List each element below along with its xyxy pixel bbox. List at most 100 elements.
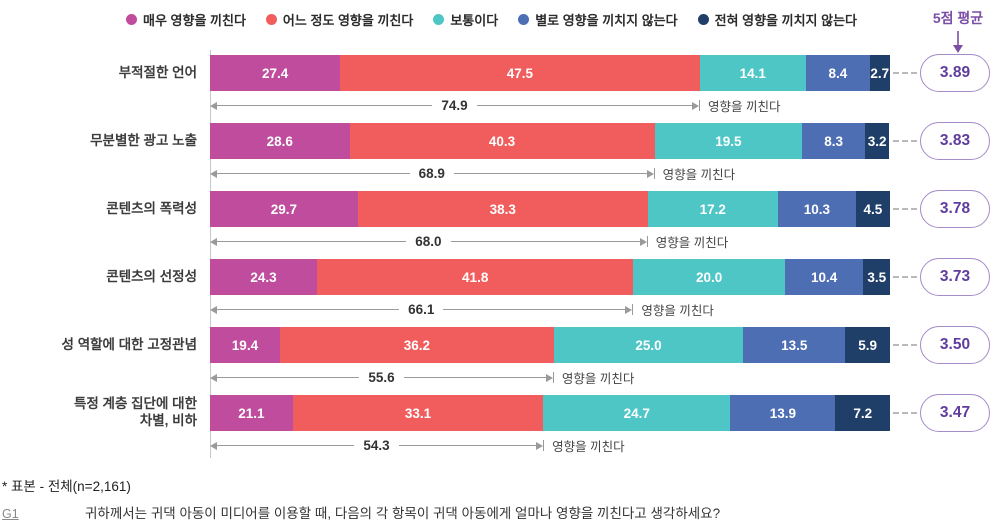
influence-sum-label: 영향을 끼친다 [561,372,635,386]
segment-value: 41.8 [462,269,489,285]
end-tick [632,304,634,315]
influence-sum-line: 74.9 [210,98,700,113]
legend-item: 매우 영향을 끼친다 [126,10,246,29]
influence-sum-label: 영향을 끼친다 [708,100,781,114]
influence-sum-line: 66.1 [210,302,634,317]
bar-segment: 38.3 [357,191,648,227]
influence-sum-label: 영향을 끼친다 [655,236,729,250]
bar-segment: 20.0 [633,259,785,295]
legend-item-label: 어느 정도 영향을 끼친다 [282,13,414,28]
average-pill: 3.73 [920,258,990,296]
influence-sum-value: 66.1 [408,302,435,317]
row-main: 29.7 38.3 17.2 10.3 4.5 68.0 영향을 끼친다 [210,186,890,250]
legend-item: 전혀 영향을 끼치지 않는다 [697,10,857,29]
dashed-connector [893,140,917,142]
down-arrow-icon [953,31,963,53]
average-value: 3.73 [939,268,971,285]
end-tick [653,168,655,179]
average-value: 3.89 [939,64,971,81]
end-tick [543,440,545,451]
average-pill: 3.50 [920,326,990,364]
influence-sum-label: 영향을 끼친다 [641,304,714,318]
influence-sum-line: 68.0 [210,234,648,249]
influence-dimension: 55.6 영향을 끼친다 [210,370,890,386]
segment-value: 20.0 [695,269,723,285]
segment-value: 3.2 [867,133,887,149]
segment-value: 7.2 [853,405,873,421]
legend-dot-icon [126,14,137,25]
left-arrow-icon [210,441,217,450]
segment-value: 8.3 [824,133,843,149]
legend-dot-icon [433,14,445,25]
bar-segment: 40.3 [349,123,655,159]
bar-segment: 47.5 [340,55,700,91]
bar-segment: 29.7 [210,191,358,227]
bar-segment: 36.2 [279,327,554,363]
bar-segment: 8.3 [802,123,865,159]
bar-segment: 14.1 [699,55,807,91]
influence-sum-value: 55.6 [368,370,395,385]
influence-dimension: 66.1 영향을 끼친다 [210,302,890,318]
left-arrow-icon [210,237,217,246]
chart-row: 무분별한 광고 노출 28.6 40.3 19.5 8.3 3.2 68.9 영향을 끼… [0,118,1000,186]
left-arrow-icon [210,169,217,178]
left-arrow-icon [210,373,217,382]
segment-value: 19.4 [231,337,259,353]
row-main: 27.4 47.5 14.1 8.4 2.7 74.9 영향을 끼친다 [210,50,890,114]
legend-item-label: 별로 영향을 끼치지 않는다 [535,13,678,28]
bar-segment: 5.9 [845,327,890,363]
end-tick [646,236,648,247]
bar-segment: 13.9 [730,395,836,431]
influence-sum-value: 68.9 [418,166,445,181]
right-arrow-icon [692,101,699,110]
segment-value: 5.9 [858,337,878,353]
influence-sum-label: 영향을 끼친다 [662,168,736,182]
category-label: 특정 계층 집단에 대한 차별, 비하 [73,396,197,428]
bar-segment: 3.2 [864,123,890,159]
average-pill: 3.47 [920,394,990,432]
right-arrow-icon [625,305,633,314]
legend-item-label: 전혀 영향을 끼치지 않는다 [714,13,857,28]
category-label: 부적절한 언어 [118,64,197,80]
bar-segment: 10.3 [777,191,856,227]
average-value: 3.47 [939,404,971,421]
segment-value: 24.3 [250,269,277,285]
segment-value: 10.4 [810,269,838,285]
segment-value: 33.1 [404,405,432,421]
segment-value: 27.4 [261,65,289,81]
bar-segment: 10.4 [784,259,864,295]
dashed-connector [893,412,917,414]
bar-segment: 24.3 [210,259,317,295]
influence-sum-line: 55.6 [210,370,554,385]
segment-value: 17.2 [699,201,726,217]
question-row: G1 귀하께서는 귀댁 아동이 미디어를 이용할 때, 다음의 각 항목이 귀댁… [2,502,1000,522]
influence-dimension: 68.0 영향을 끼친다 [210,234,890,250]
category-label: 콘텐츠의 선정성 [106,268,197,284]
chart-row: 성 역할에 대한 고정관념 19.4 36.2 25.0 13.5 5.9 55.6 영… [0,322,1000,390]
segment-value: 2.7 [870,65,890,81]
bar-segment: 3.5 [863,259,890,295]
bar-segment: 13.5 [743,327,846,363]
chart-row: 부적절한 언어 27.4 47.5 14.1 8.4 2.7 74.9 영향을 끼친다 … [0,50,1000,118]
average-value: 3.78 [939,200,971,217]
segment-value: 10.3 [803,201,831,217]
end-tick [552,372,554,383]
influence-sum-line: 54.3 [210,438,545,453]
influence-dimension: 54.3 영향을 끼친다 [210,438,890,454]
stacked-bar: 24.3 41.8 20.0 10.4 3.5 [210,259,890,295]
legend-item: 보통이다 [433,10,498,29]
row-main: 24.3 41.8 20.0 10.4 3.5 66.1 영향을 끼친다 [210,254,890,318]
right-arrow-icon [639,237,647,246]
row-main: 21.1 33.1 24.7 13.9 7.2 54.3 영향을 끼친다 [210,390,890,454]
segment-value: 13.9 [769,405,797,421]
segment-value: 3.5 [867,269,887,285]
chart-row: 콘텐츠의 폭력성 29.7 38.3 17.2 10.3 4.5 68.0 영향을 끼친… [0,186,1000,254]
bar-segment: 19.4 [210,327,280,363]
bar-segment: 24.7 [543,395,731,431]
stacked-bar: 27.4 47.5 14.1 8.4 2.7 [210,55,890,91]
segment-value: 13.5 [781,337,808,353]
left-arrow-icon [210,305,217,314]
row-main: 19.4 36.2 25.0 13.5 5.9 55.6 영향을 끼친다 [210,322,890,386]
influence-dimension: 68.9 영향을 끼친다 [210,166,890,182]
